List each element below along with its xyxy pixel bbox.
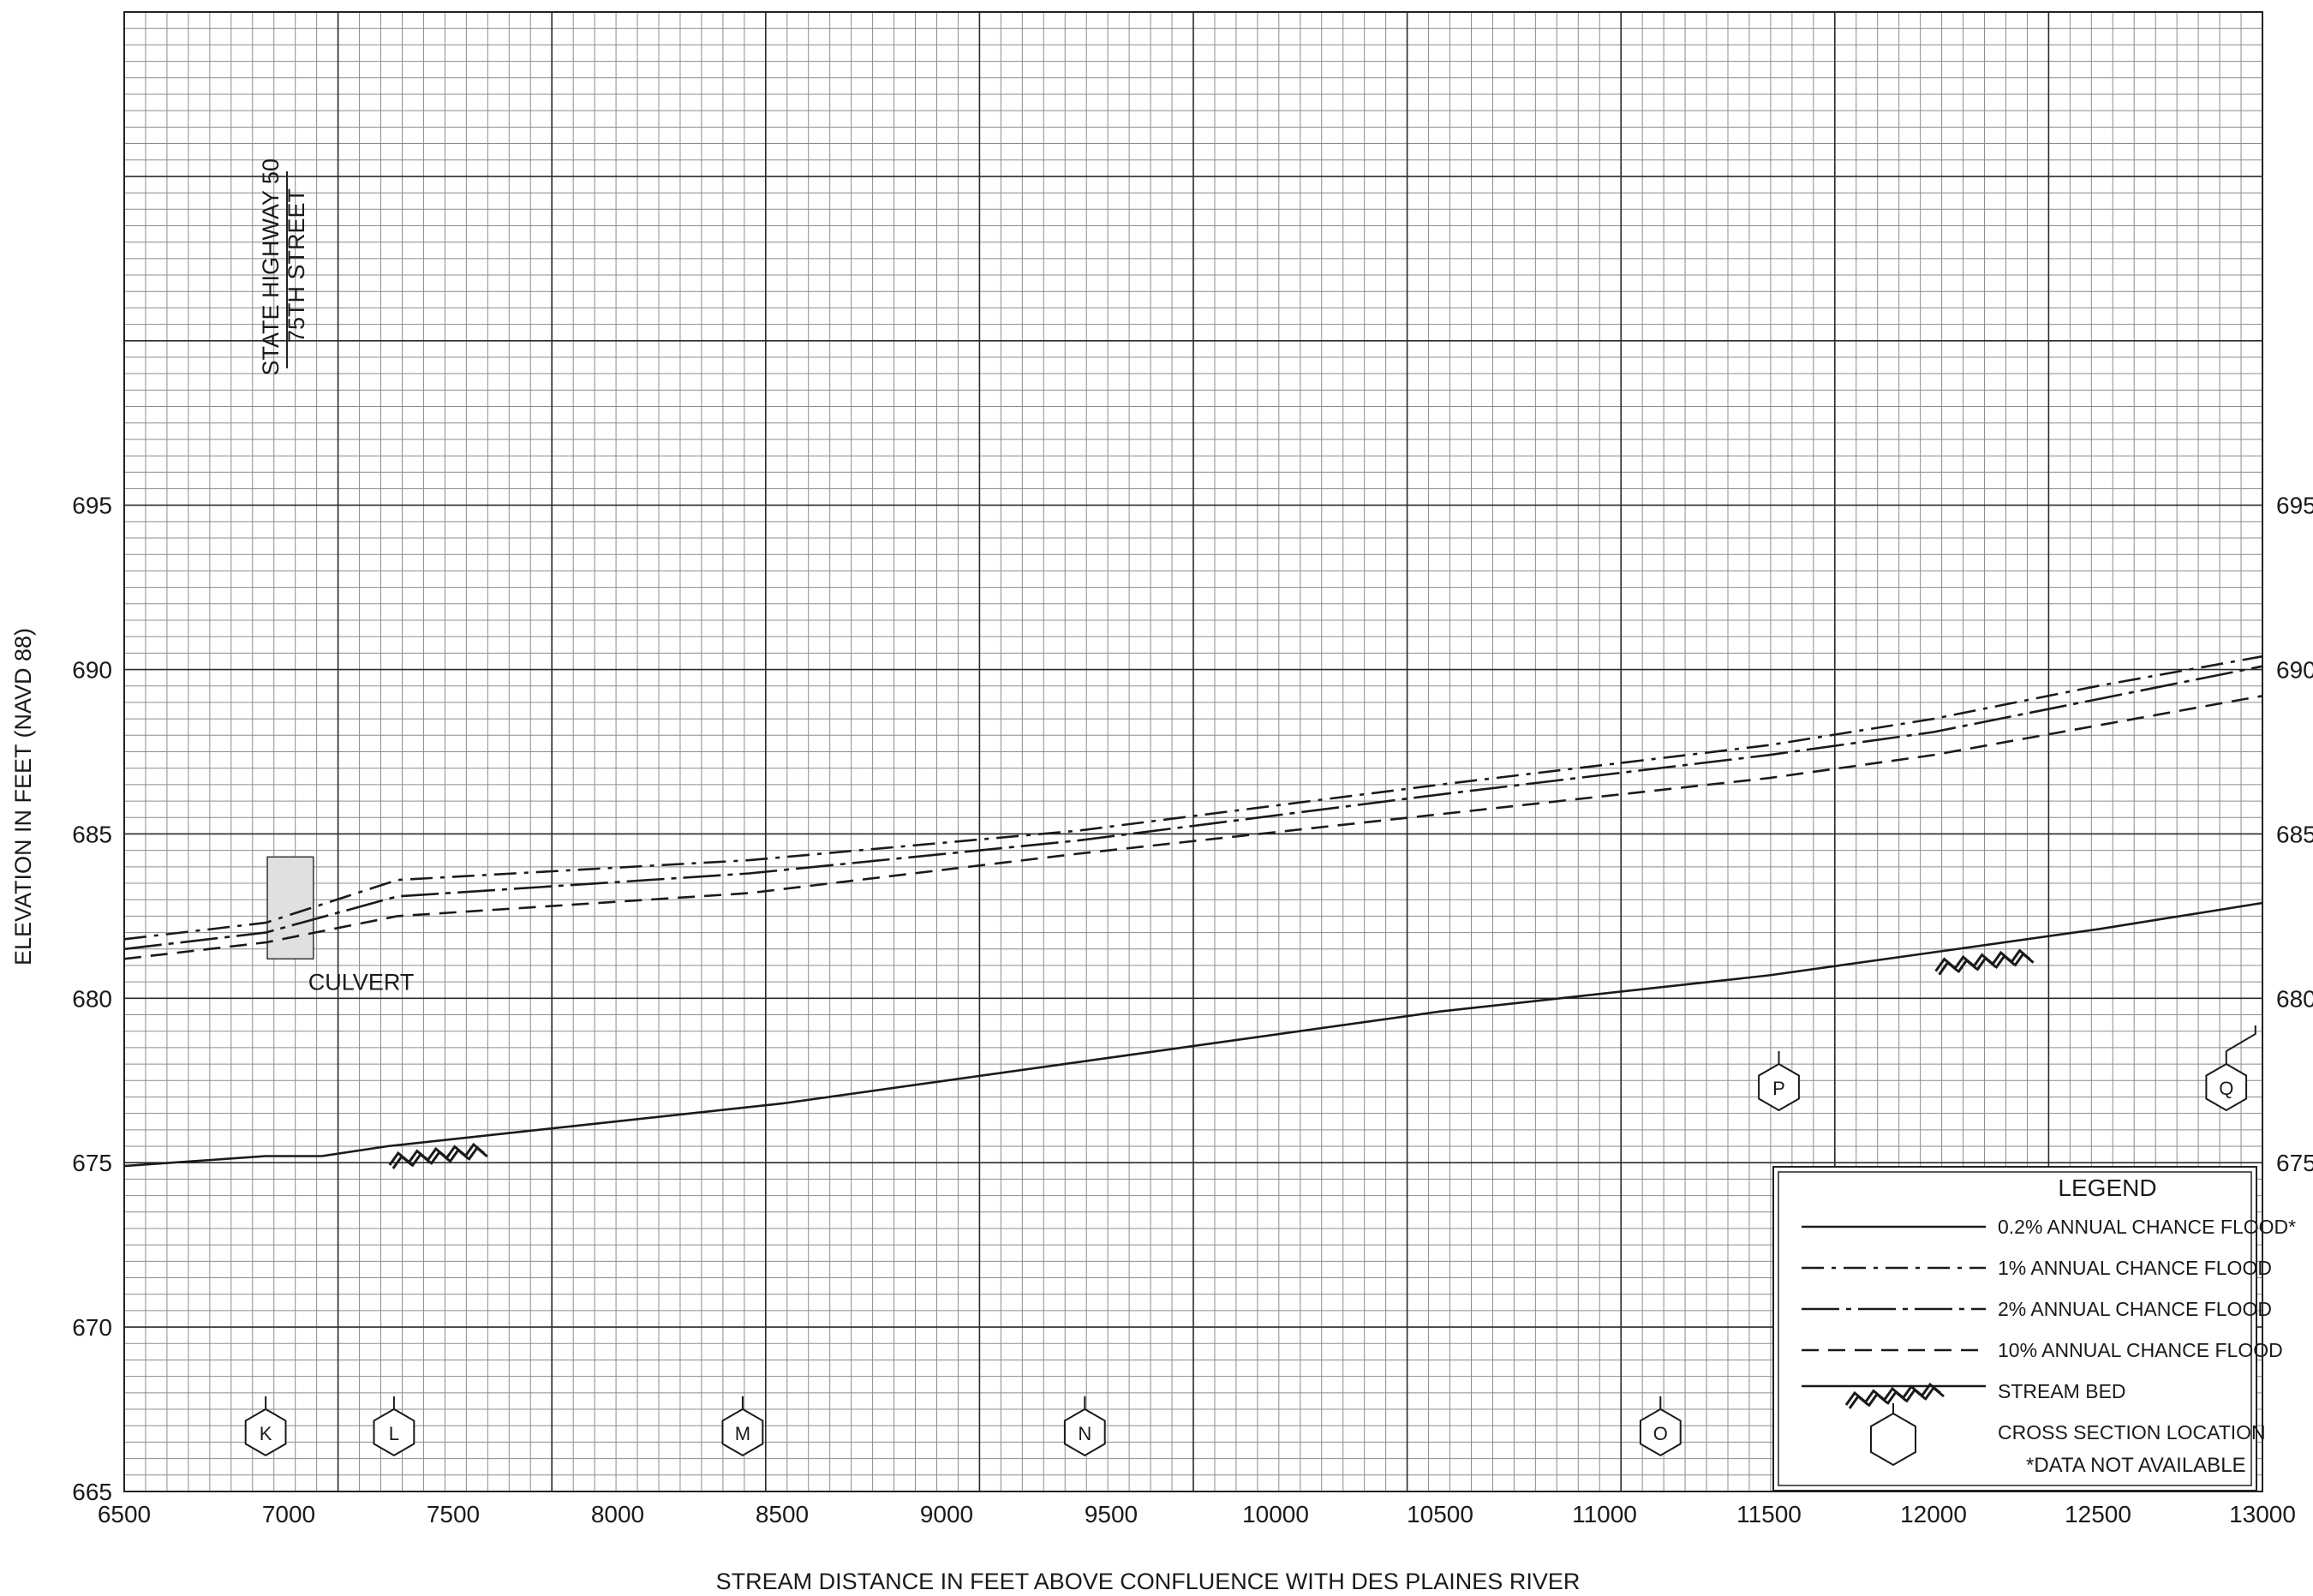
cross-section-label: P [1772, 1078, 1785, 1099]
cross-section-k: K [244, 1396, 287, 1457]
y-tick-label: 690 [72, 657, 112, 684]
y-tick-label: 670 [72, 1314, 112, 1341]
legend-item: 10% ANNUAL CHANCE FLOOD [1802, 1339, 2283, 1361]
culvert-box [266, 856, 314, 960]
x-tick-label: 9000 [920, 1501, 973, 1527]
y-tick-labels: 665 670 675 680 685 690 695 [72, 493, 112, 1505]
x-tick-label: 12000 [1900, 1501, 1967, 1527]
series-layer [123, 655, 2263, 1168]
right-y-tick-labels: 675 680 685 690 695 [2276, 493, 2313, 1177]
cross-section-p: P [1758, 1050, 1800, 1112]
cross-section-hexagon [1639, 1408, 1682, 1457]
cross-section-q: Q [2205, 1050, 2248, 1112]
legend-item-label: 0.2% ANNUAL CHANCE FLOOD* [1998, 1216, 2296, 1238]
x-tick-label: 8500 [756, 1501, 809, 1527]
stream-bed-hatch [1934, 948, 2035, 976]
2-annual-chance-flood-line [123, 665, 2263, 951]
x-axis-title: STREAM DISTANCE IN FEET ABOVE CONFLUENCE… [716, 1569, 1581, 1594]
legend-note: *DATA NOT AVAILABLE [2026, 1454, 2246, 1477]
legend-item: CROSS SECTION LOCATION [1870, 1403, 2266, 1467]
stream-bed-marker [388, 1142, 488, 1169]
legend-item-label: CROSS SECTION LOCATION [1998, 1421, 2266, 1444]
x-tick-label: 9500 [1085, 1501, 1138, 1527]
legend-item: 2% ANNUAL CHANCE FLOOD [1802, 1298, 2272, 1320]
legend-title: LEGEND [2058, 1175, 2156, 1201]
x-tick-label: 10000 [1242, 1501, 1309, 1527]
cross-section-hexagon [1758, 1062, 1800, 1112]
right-y-tick-label: 685 [2276, 821, 2313, 847]
y-tick-label: 665 [72, 1479, 112, 1505]
x-tick-label: 7500 [427, 1501, 480, 1527]
right-y-tick-label: 690 [2276, 657, 2313, 684]
x-tick-label: 6500 [98, 1501, 151, 1527]
cross-section-m: M [721, 1396, 764, 1457]
x-tick-label: 12500 [2065, 1501, 2131, 1527]
legend-item-label: 1% ANNUAL CHANCE FLOOD [1998, 1257, 2272, 1279]
legend-box [1772, 1166, 2257, 1491]
cross-section-hexagon [1063, 1408, 1106, 1457]
cross-section-hexagon [721, 1408, 764, 1457]
stream-bed-hatch [1844, 1382, 1945, 1409]
legend-hexagon [1870, 1412, 1916, 1467]
cross-section-label: N [1078, 1423, 1091, 1444]
cross-section-l: L [373, 1396, 415, 1457]
x-tick-label: 11500 [1736, 1501, 1802, 1527]
cross-section-n: N [1063, 1396, 1106, 1457]
stream-bed-hatch [388, 1142, 488, 1169]
y-axis-title: ELEVATION IN FEET (NAVD 88) [10, 628, 36, 965]
legend-item: STREAM BED [1802, 1380, 2126, 1409]
x-tick-label: 11000 [1572, 1501, 1637, 1527]
legend-stream-bed-swatch [1844, 1382, 1945, 1409]
right-y-tick-label: 680 [2276, 985, 2313, 1012]
x-tick-label: 7000 [262, 1501, 315, 1527]
y-tick-label: 695 [72, 493, 112, 519]
right-y-tick-label: 695 [2276, 493, 2313, 519]
road-label-75th-street: 75TH STREET [284, 188, 309, 343]
y-tick-label: 680 [72, 985, 112, 1012]
legend-item: 1% ANNUAL CHANCE FLOOD [1802, 1257, 2272, 1279]
cross-section-leader [2226, 1025, 2256, 1052]
cross-section-label: K [260, 1423, 272, 1444]
x-tick-label: 10500 [1407, 1501, 1473, 1527]
legend-item-label: 10% ANNUAL CHANCE FLOOD [1998, 1339, 2283, 1361]
1-annual-chance-flood-line [123, 655, 2263, 941]
stream-bed-markers [388, 948, 2035, 1169]
right-y-tick-label: 675 [2276, 1150, 2313, 1176]
cross-section-o: O [1639, 1396, 1682, 1457]
x-tick-labels: 6500 7000 7500 8000 8500 9000 9500 10000 10500 11… [98, 1501, 2296, 1527]
stream-bed-line [123, 901, 2263, 1168]
cross-section-markers: K L M N O P Q [244, 1025, 2256, 1457]
x-tick-label: 8000 [591, 1501, 644, 1527]
plot-frame [123, 11, 2263, 1492]
stream-bed-marker [1934, 948, 2035, 976]
cross-section-label: M [735, 1423, 750, 1444]
legend-item-label: 2% ANNUAL CHANCE FLOOD [1998, 1298, 2272, 1320]
x-tick-label: 13000 [2229, 1501, 2296, 1527]
culvert-label: CULVERT [308, 969, 415, 995]
10-annual-chance-flood-line [123, 695, 2263, 960]
legend-items: 0.2% ANNUAL CHANCE FLOOD* 1% ANNUAL CHANC… [1802, 1216, 2296, 1467]
cross-section-label: O [1653, 1423, 1668, 1444]
cross-section-hexagon [373, 1408, 415, 1457]
cross-section-hexagon [244, 1408, 287, 1457]
cross-section-hexagon [2205, 1062, 2248, 1112]
legend: LEGEND 0.2% ANNUAL CHANCE FLOOD* 1% ANNUA… [1772, 1166, 2296, 1491]
y-tick-label: 685 [72, 821, 112, 847]
cross-section-label: L [389, 1423, 399, 1444]
legend-item-label: STREAM BED [1998, 1380, 2126, 1402]
cross-section-label: Q [2219, 1078, 2233, 1099]
y-tick-label: 675 [72, 1150, 112, 1176]
legend-inner-border [1778, 1171, 2252, 1486]
legend-item: 0.2% ANNUAL CHANCE FLOOD* [1802, 1216, 2296, 1238]
structures-layer: CULVERT STATE HIGHWAY 50 75TH STREET [258, 158, 414, 995]
road-label-state-highway-50: STATE HIGHWAY 50 [258, 158, 284, 376]
